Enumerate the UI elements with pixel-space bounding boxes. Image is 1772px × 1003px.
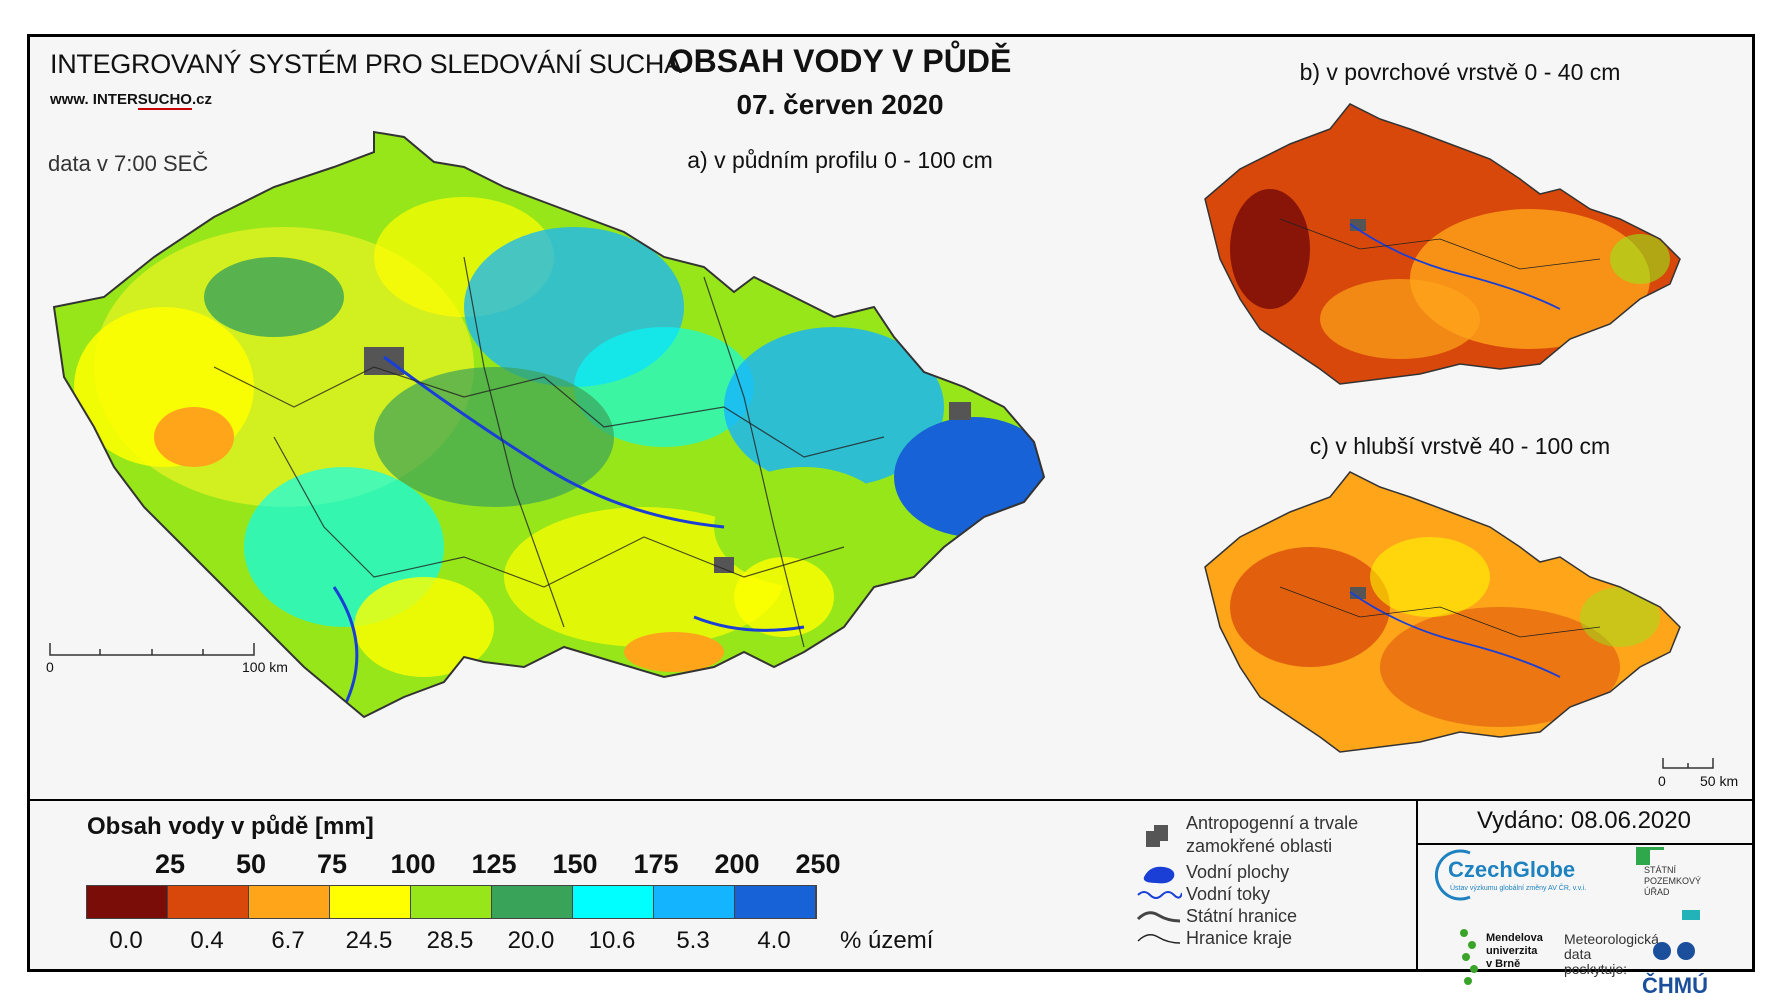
legend-swatch <box>654 886 735 918</box>
legend-percentage: 0.0 <box>109 927 143 954</box>
system-title: INTEGROVANÝ SYSTÉM PRO SLEDOVÁNÍ SUCHA <box>50 49 682 79</box>
region-border-icon <box>1137 934 1181 944</box>
spu-line-3: ÚŘAD <box>1644 887 1670 897</box>
czechglobe-logo-icon <box>1434 849 1471 901</box>
mendel-logo-text: Mendelova univerzita v Brně <box>1486 932 1543 971</box>
scale-main-end: 100 km <box>242 659 288 675</box>
meteo-line-2: data <box>1564 946 1592 962</box>
legend-percentage: 20.0 <box>507 927 555 954</box>
legend-threshold: 100 <box>390 849 436 879</box>
legend-threshold: 200 <box>714 849 760 879</box>
spu-line-2: POZEMKOVÝ <box>1644 876 1702 886</box>
map-b-label: b) v povrchové vrstvě 0 - 40 cm <box>1299 59 1621 85</box>
anthropogenic-label-1: Antropogenní a trvale <box>1186 813 1359 833</box>
legend-threshold: 175 <box>633 849 679 879</box>
map-date: 07. červen 2020 <box>736 89 944 120</box>
anthropogenic-label-2: zamokřené oblasti <box>1186 836 1333 856</box>
map-a-label: a) v půdním profilu 0 - 100 cm <box>687 147 993 173</box>
map-frame: INTEGROVANÝ SYSTÉM PRO SLEDOVÁNÍ SUCHA w… <box>27 34 1755 998</box>
state-border-icon <box>1136 911 1181 923</box>
legend-swatch <box>735 886 816 918</box>
data-time: data v 7:00 SEČ <box>48 151 209 176</box>
legend-swatch <box>411 886 492 918</box>
region-border-label: Hranice kraje <box>1186 928 1293 948</box>
scale-small-zero: 0 <box>1658 773 1666 789</box>
legend-swatch <box>249 886 330 918</box>
issued-date: Vydáno: 08.06.2020 <box>1477 807 1691 834</box>
mendel-line-3: v Brně <box>1486 958 1521 970</box>
water-streams-label: Vodní toky <box>1186 884 1271 904</box>
legend-percentage: 6.7 <box>271 927 305 954</box>
footer-vertical-divider <box>1416 799 1418 969</box>
legend-swatch <box>330 886 411 918</box>
website-link[interactable]: www. INTERSUCHO.cz <box>50 91 212 110</box>
legend-threshold: 250 <box>795 849 841 879</box>
water-area-icon <box>1143 866 1175 884</box>
water-areas-label: Vodní plochy <box>1186 862 1290 882</box>
anthropogenic-area-icon <box>1146 825 1168 847</box>
legend-threshold: 75 <box>316 849 348 879</box>
czechglobe-logo-subtitle: Ústav výzkumu globální změny AV ČR, v.v.… <box>1450 885 1587 892</box>
water-stream-icon <box>1137 891 1182 899</box>
legend-percentage: 24.5 <box>345 927 393 954</box>
legend-swatch <box>573 886 654 918</box>
main-title: OBSAH VODY V PŮDĚ <box>668 43 1012 79</box>
mendel-line-1: Mendelova <box>1486 932 1543 944</box>
scale-bar-small <box>1662 758 1714 769</box>
chmu-logo-text: ČHMÚ <box>1642 973 1708 998</box>
map-c-deep-layer <box>1204 471 1681 753</box>
legend-percentage: 4.0 <box>757 927 791 954</box>
state-border-label: Státní hranice <box>1186 906 1298 926</box>
mendel-logo-icon <box>1460 929 1478 985</box>
chmu-logo-icon <box>1653 942 1695 960</box>
spu-teal-mark-icon <box>1682 910 1700 920</box>
legend-percent-unit: % území <box>840 927 934 954</box>
scale-main-zero: 0 <box>46 659 54 675</box>
map-b-surface-layer <box>1204 103 1681 385</box>
meteo-line-3: poskytuje: <box>1564 961 1628 977</box>
spu-logo-icon <box>1636 847 1664 865</box>
legend-swatch <box>168 886 249 918</box>
legend-threshold: 50 <box>235 849 267 879</box>
legend-swatch <box>492 886 573 918</box>
legend-divider <box>30 799 1752 801</box>
meteo-line-1: Meteorologická <box>1564 931 1659 947</box>
scale-bar-main <box>49 643 255 656</box>
legend-percentage: 10.6 <box>588 927 636 954</box>
legend-percentage: 28.5 <box>426 927 474 954</box>
czechglobe-logo-text: CzechGlobe <box>1448 857 1576 882</box>
footer-horizontal-divider <box>1416 843 1752 845</box>
legend-percentage: 5.3 <box>676 927 710 954</box>
spu-line-1: STÁTNÍ <box>1644 865 1677 875</box>
legend-swatch <box>87 886 168 918</box>
legend-percentage: 0.4 <box>190 927 224 954</box>
meteo-provider-text: Meteorologická data poskytuje: <box>1564 932 1659 977</box>
scale-small-end: 50 km <box>1700 773 1739 789</box>
spu-logo-text: STÁTNÍ POZEMKOVÝ ÚŘAD <box>1644 865 1701 898</box>
legend-title: Obsah vody v půdě [mm] <box>87 813 374 840</box>
map-c-label: c) v hlubší vrstvě 40 - 100 cm <box>1309 433 1611 459</box>
map-a-total-profile <box>52 130 1046 719</box>
website-suffix: .cz <box>191 91 212 108</box>
legend-threshold: 125 <box>471 849 517 879</box>
mendel-line-2: univerzita <box>1486 945 1538 957</box>
website-prefix: www. INTER <box>50 91 138 108</box>
legend-threshold: 150 <box>552 849 598 879</box>
website-highlight: SUCHO <box>137 91 192 110</box>
legend-threshold: 25 <box>154 849 186 879</box>
legend-color-bar <box>86 885 817 919</box>
